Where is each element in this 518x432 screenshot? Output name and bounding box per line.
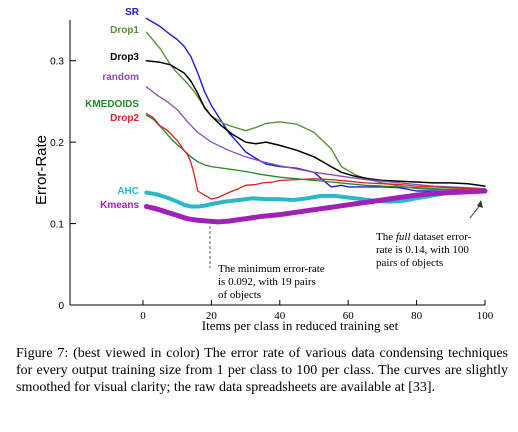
y-tick-label: 0.2	[50, 138, 64, 149]
legend-label-kmedoids: KMEDOIDS	[85, 99, 139, 110]
series-group	[143, 17, 488, 225]
x-tick-label: 100	[477, 310, 494, 322]
legend-label-random: random	[102, 72, 139, 83]
min-annotation-line-3: of objects	[218, 289, 261, 301]
legend-label-sr: SR	[125, 7, 140, 18]
x-tick-label: 0	[140, 310, 146, 322]
legend-label-drop1: Drop1	[110, 25, 139, 36]
full-annotation-line-1: The full dataset error-	[376, 231, 472, 243]
x-tick-label: 60	[343, 310, 355, 322]
min-annotation-line-1: The minimum error-rate	[218, 263, 325, 275]
series-line-kmedoids	[145, 114, 486, 191]
y-axis-label: Error-Rate	[33, 135, 50, 205]
legend-labels: SR Drop1 Drop3 random KMEDOIDS Drop2 AHC Kmeans	[85, 7, 140, 211]
series-line-drop3	[145, 59, 486, 187]
legend-label-drop2: Drop2	[110, 113, 139, 124]
series-line-drop2	[145, 112, 486, 200]
x-tick-label: 80	[411, 310, 423, 322]
series-line-random	[145, 86, 486, 190]
legend-label-ahc: AHC	[117, 186, 139, 197]
full-annotation-line-3: pairs of objects	[376, 257, 443, 269]
x-tick-label: 20	[206, 310, 218, 322]
y-ticks: 0 0.1 0.2 0.3	[50, 57, 76, 312]
annotations: The minimum error-rate is 0.092, with 19…	[209, 200, 483, 301]
y-tick-label: 0	[58, 301, 64, 312]
error-rate-chart: 0 0.1 0.2 0.3 0 20 40 60 80 100 Error-Rate Items…	[33, 7, 494, 333]
full-dataset-annotation: The full dataset error- rate is 0.14, wi…	[376, 231, 474, 269]
full-dataset-arrowhead	[477, 200, 483, 208]
legend-label-kmeans: Kmeans	[100, 200, 139, 211]
series-line-drop1	[145, 31, 486, 191]
x-ticks: 0 20 40 60 80 100	[140, 300, 494, 322]
min-annotation: The minimum error-rate is 0.092, with 19…	[218, 263, 327, 301]
legend-label-drop3: Drop3	[110, 52, 139, 63]
series-line-sr	[145, 17, 486, 192]
full-annotation-line-2: rate is 0.14, with 100	[376, 244, 469, 256]
y-tick-label: 0.3	[50, 57, 64, 68]
series-line-ahc	[144, 189, 487, 209]
series-line-kmeans	[143, 188, 488, 225]
x-axis-label: Items per class in reduced training set	[202, 318, 399, 333]
min-annotation-line-2: is 0.092, with 19 pairs	[218, 276, 316, 288]
axes	[69, 20, 485, 306]
figure-caption: Figure 7: (best viewed in color) The err…	[16, 346, 508, 395]
x-tick-label: 40	[274, 310, 286, 322]
y-tick-label: 0.1	[50, 220, 64, 231]
